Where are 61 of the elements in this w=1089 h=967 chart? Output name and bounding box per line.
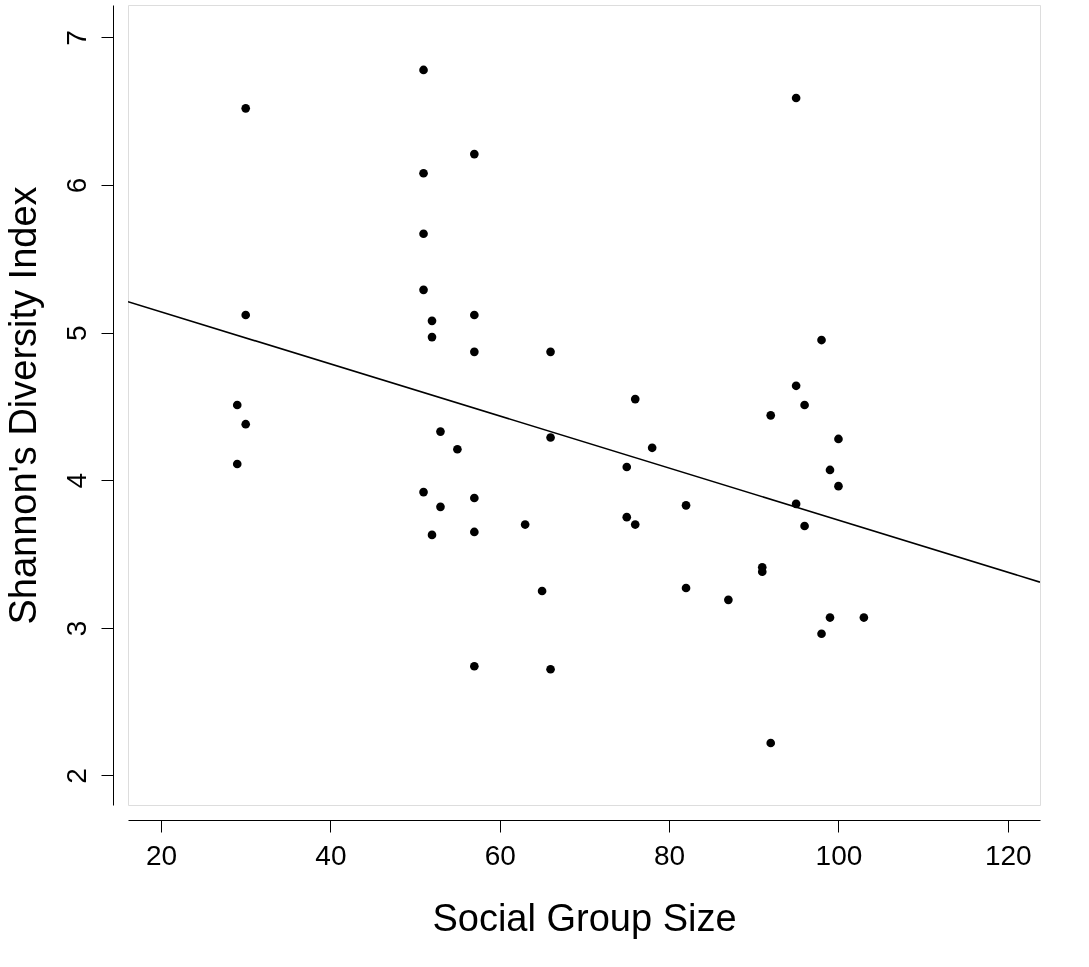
point xyxy=(419,168,428,178)
y-tick-label: 4 xyxy=(60,472,92,489)
point xyxy=(859,613,869,622)
x-axis-title: Social Group Size xyxy=(432,896,737,939)
point xyxy=(546,664,555,674)
y-tick-label: 2 xyxy=(60,768,92,784)
point xyxy=(470,661,479,671)
point xyxy=(436,502,445,512)
point xyxy=(622,462,632,472)
point xyxy=(817,335,826,345)
point xyxy=(800,521,809,531)
x-tick-label: 80 xyxy=(654,839,686,871)
x-tick-label: 60 xyxy=(484,839,516,871)
point xyxy=(630,520,640,529)
point xyxy=(419,65,428,75)
y-tick-label: 7 xyxy=(60,30,92,46)
point xyxy=(825,613,835,622)
point xyxy=(470,347,479,357)
point xyxy=(470,310,479,320)
y-tick-label: 3 xyxy=(60,620,92,637)
point xyxy=(546,347,555,357)
point xyxy=(419,285,428,295)
point xyxy=(470,149,479,159)
x-tick-label: 20 xyxy=(145,839,178,871)
point xyxy=(800,400,809,410)
point xyxy=(724,595,733,605)
point xyxy=(470,527,479,537)
point xyxy=(834,481,843,491)
point xyxy=(241,419,251,429)
point xyxy=(622,512,632,522)
y-tick-label: 6 xyxy=(60,177,92,194)
y-tick-label: 5 xyxy=(60,325,92,341)
point xyxy=(834,434,843,444)
x-tick-label: 100 xyxy=(815,839,863,871)
point xyxy=(419,229,428,239)
x-tick-label: 40 xyxy=(315,839,347,871)
point xyxy=(241,310,251,320)
point xyxy=(766,738,776,748)
point xyxy=(241,104,251,113)
point xyxy=(427,316,437,326)
x-tick-label: 120 xyxy=(984,839,1032,871)
point xyxy=(766,411,776,420)
point xyxy=(537,586,547,596)
point xyxy=(419,487,428,497)
point xyxy=(232,459,242,469)
point xyxy=(546,433,555,442)
point xyxy=(232,400,242,410)
point xyxy=(817,629,826,639)
point xyxy=(427,530,437,540)
point xyxy=(520,520,530,529)
point xyxy=(791,381,801,391)
point xyxy=(436,427,445,436)
point xyxy=(427,332,437,342)
point xyxy=(681,501,691,510)
point xyxy=(825,465,835,475)
y-axis-title: Shannon's Diversity Index xyxy=(1,186,44,625)
point xyxy=(647,443,657,453)
point xyxy=(630,394,640,404)
point xyxy=(470,493,479,503)
point xyxy=(453,444,462,454)
point xyxy=(791,93,801,103)
